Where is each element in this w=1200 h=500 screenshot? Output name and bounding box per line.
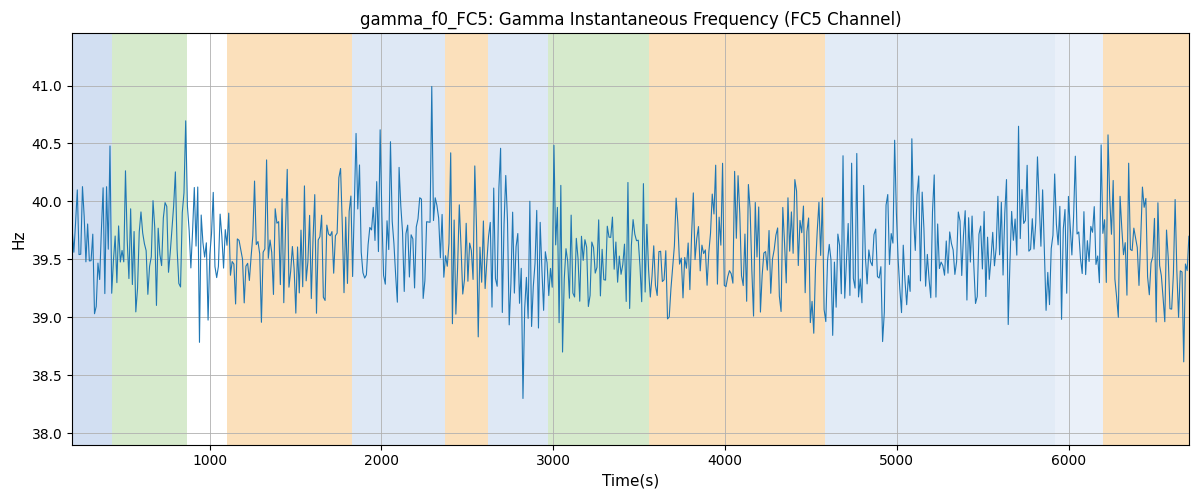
Bar [548, 34, 649, 445]
Bar [1055, 34, 1103, 445]
Bar [112, 34, 187, 445]
Y-axis label: Hz: Hz [11, 230, 26, 249]
Bar [522, 34, 548, 445]
Bar [824, 34, 1055, 445]
X-axis label: Time(s): Time(s) [602, 474, 659, 489]
Bar [72, 34, 112, 445]
Bar [649, 34, 737, 445]
Title: gamma_f0_FC5: Gamma Instantaneous Frequency (FC5 Channel): gamma_f0_FC5: Gamma Instantaneous Freque… [360, 11, 901, 30]
Bar [352, 34, 445, 445]
Bar [445, 34, 488, 445]
Bar [1103, 34, 1189, 445]
Bar [737, 34, 824, 445]
Bar [227, 34, 352, 445]
Bar [488, 34, 522, 445]
